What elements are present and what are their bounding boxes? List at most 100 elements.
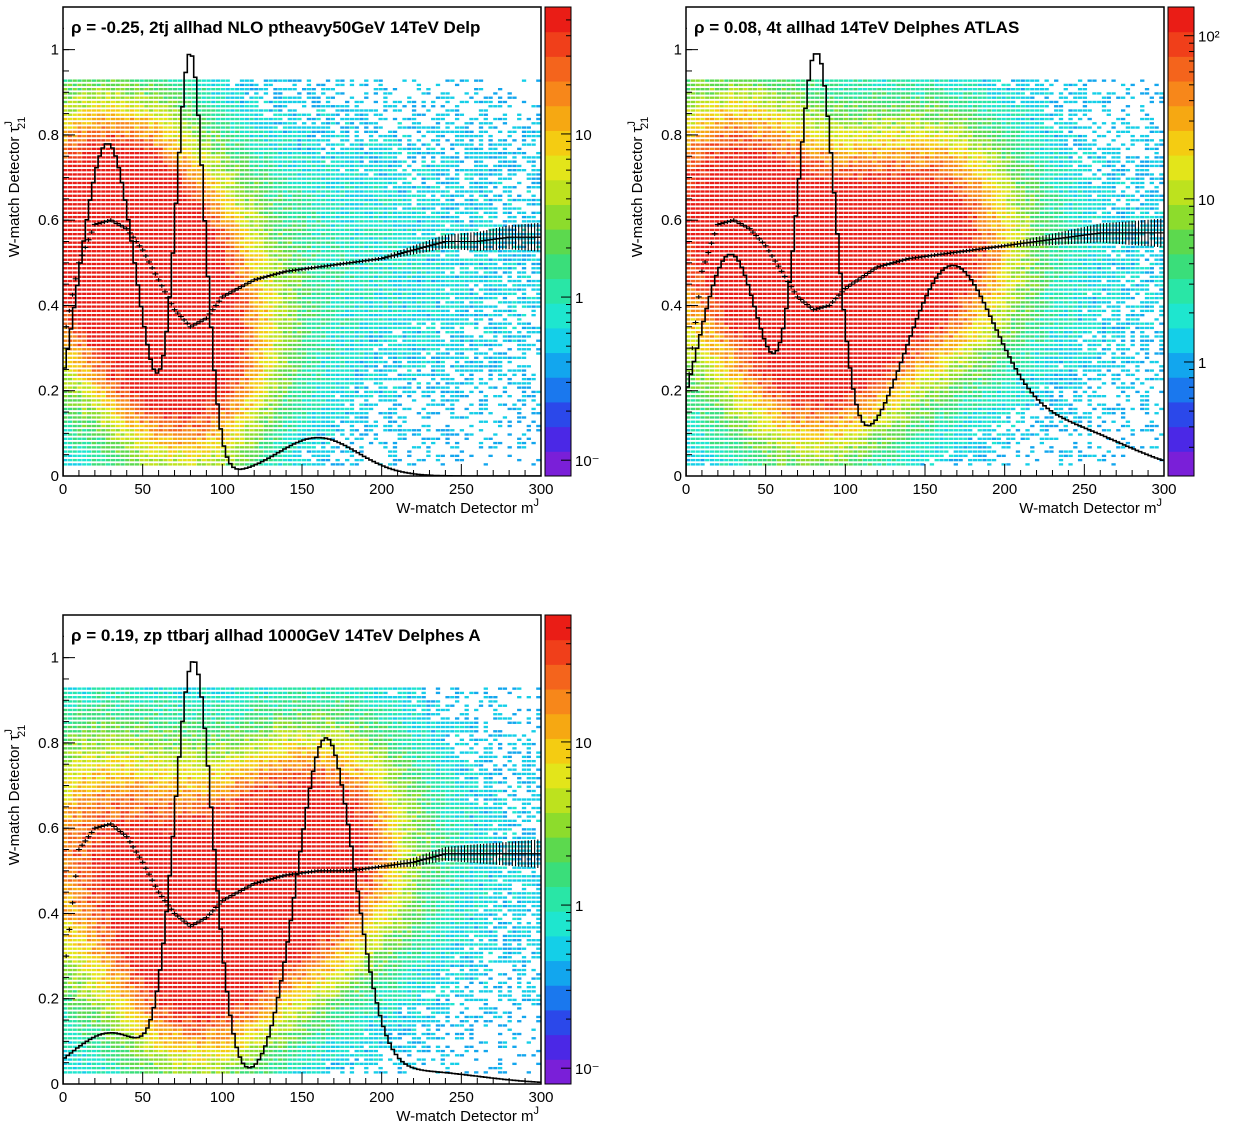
heatmap-cell [192, 169, 197, 172]
heatmap-cell [220, 232, 226, 236]
heatmap-cell [187, 250, 192, 253]
heatmap-cell [206, 382, 211, 385]
heatmap-cell [220, 394, 226, 398]
heatmap-cell [273, 105, 278, 108]
heatmap-cell [82, 79, 87, 82]
heatmap-cell [182, 441, 187, 445]
heatmap-cell [129, 186, 135, 189]
heatmap-cell [239, 267, 245, 270]
heatmap-cell [201, 241, 206, 244]
heatmap-cell [139, 151, 144, 155]
heatmap-cell [321, 254, 326, 257]
heatmap-cell [110, 416, 116, 419]
heatmap-cell [182, 377, 187, 381]
heatmap-cell [225, 399, 230, 402]
heatmap-cell [82, 207, 87, 210]
heatmap-cell [273, 164, 278, 168]
heatmap-cell [177, 203, 183, 206]
heatmap-cell [225, 194, 230, 197]
heatmap-cell [96, 352, 101, 355]
heatmap-cell [292, 79, 297, 82]
heatmap-cell [287, 441, 292, 445]
heatmap-cell [149, 360, 154, 364]
heatmap-cell [249, 198, 254, 202]
heatmap-cell [63, 237, 68, 240]
heatmap-cell [149, 301, 154, 304]
heatmap-cell [192, 301, 197, 304]
heatmap-cell [244, 437, 249, 440]
heatmap-cell [302, 126, 307, 129]
heatmap-cell [106, 343, 111, 347]
heatmap-cell [153, 160, 159, 163]
heatmap-cell [321, 245, 326, 249]
heatmap-cell [258, 454, 264, 458]
heatmap-cell [325, 390, 331, 394]
heatmap-cell [134, 352, 139, 355]
heatmap-cell [282, 446, 288, 449]
heatmap-cell [325, 241, 331, 244]
heatmap-cell [86, 424, 92, 428]
heatmap-cell [302, 386, 307, 389]
heatmap-cell [263, 177, 269, 180]
heatmap-cell [115, 254, 120, 257]
heatmap-cell [254, 194, 259, 197]
heatmap-cell [220, 301, 226, 304]
heatmap-cell [187, 420, 192, 423]
heatmap-cell [321, 237, 326, 240]
heatmap-cell [120, 305, 125, 308]
heatmap-cell [172, 267, 178, 270]
heatmap-cell [86, 96, 92, 99]
heatmap-cell [325, 416, 331, 419]
heatmap-cell [302, 164, 307, 168]
heatmap-cell [63, 177, 68, 180]
heatmap-cell [239, 390, 245, 394]
heatmap-cell [153, 305, 159, 308]
heatmap-cell [302, 224, 307, 227]
heatmap-cell [316, 424, 321, 428]
heatmap-cell [282, 416, 288, 419]
heatmap-cell [302, 232, 307, 236]
heatmap-cell [125, 335, 130, 338]
heatmap-cell [82, 262, 87, 266]
heatmap-cell [158, 92, 163, 95]
heatmap-cell [287, 284, 292, 287]
heatmap-cell [86, 143, 92, 146]
heatmap-cell [302, 352, 307, 355]
heatmap-cell [235, 117, 240, 121]
heatmap-cell [268, 416, 273, 419]
heatmap-cell [115, 403, 120, 406]
heatmap-cell [86, 126, 92, 129]
heatmap-cell [172, 105, 178, 108]
heatmap-cell [91, 313, 96, 317]
heatmap-cell [139, 348, 144, 351]
heatmap-cell [77, 369, 82, 372]
heatmap-cell [182, 245, 187, 249]
heatmap-cell [220, 147, 226, 151]
heatmap-cell [182, 424, 187, 428]
heatmap-cell [115, 88, 120, 91]
heatmap-cell [263, 360, 269, 364]
heatmap-cell [172, 88, 178, 91]
heatmap-cell [206, 433, 211, 436]
heatmap-cell [168, 343, 173, 347]
heatmap-cell [316, 113, 321, 116]
heatmap-cell [177, 245, 183, 249]
heatmap-cell [77, 88, 82, 91]
heatmap-cell [158, 403, 163, 406]
heatmap-cell [101, 237, 106, 240]
heatmap-cell [278, 348, 283, 351]
heatmap-cell [129, 203, 135, 206]
heatmap-cell [153, 147, 159, 151]
heatmap-cell [302, 275, 307, 278]
heatmap-cell [187, 79, 192, 82]
heatmap-cell [177, 211, 183, 214]
heatmap-cell [144, 356, 149, 359]
heatmap-cell [110, 360, 116, 364]
heatmap-cell [278, 313, 283, 317]
heatmap-cell [163, 437, 168, 440]
heatmap-cell [125, 394, 130, 398]
heatmap-cell [225, 305, 230, 308]
heatmap-cell [292, 313, 297, 317]
heatmap-cell [206, 343, 211, 347]
heatmap-cell [311, 215, 316, 219]
